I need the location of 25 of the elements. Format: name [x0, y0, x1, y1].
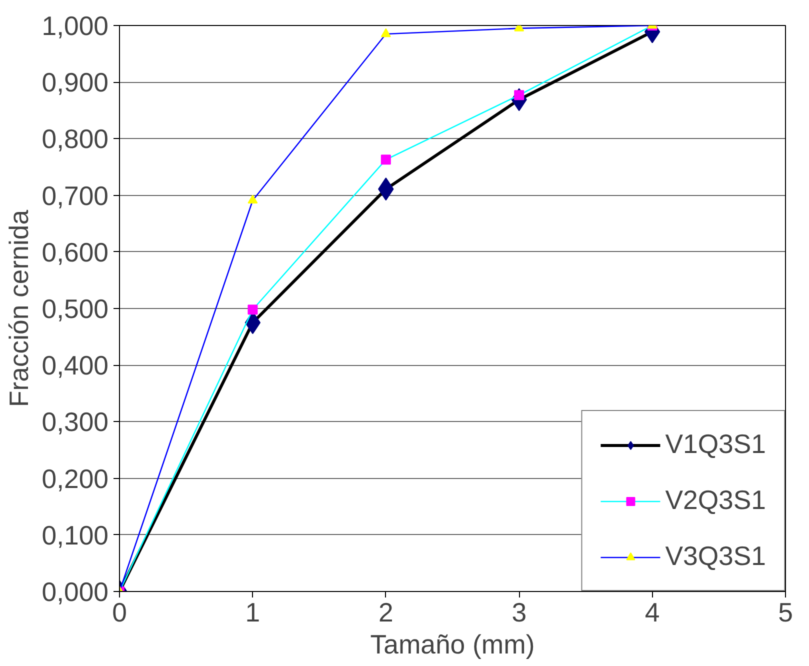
y-tick-label: 1,000 [42, 11, 109, 41]
y-tick-label: 0,700 [42, 180, 109, 211]
x-tick-label: 3 [512, 598, 527, 628]
y-tick-label: 0,100 [42, 520, 109, 550]
y-tick-label: 0,800 [42, 124, 109, 154]
point [248, 194, 258, 204]
y-tick-label: 0,300 [42, 407, 109, 438]
legend-label: V2Q3S1 [665, 485, 766, 516]
point [248, 304, 258, 315]
y-tick-label: 0,900 [42, 68, 109, 98]
legend-label: V3Q3S1 [665, 541, 766, 572]
x-tick-label: 1 [245, 598, 260, 628]
y-tick-label: 0,400 [42, 350, 109, 381]
x-tick-label: 0 [112, 598, 127, 628]
x-tick-label: 2 [378, 598, 394, 628]
x-tick-label: 5 [778, 598, 793, 628]
legend-label: V1Q3S1 [665, 429, 766, 460]
y-tick-label: 0,200 [42, 464, 109, 494]
y-axis-title: Fracción cernida [4, 210, 34, 408]
y-tick-label: 0,500 [42, 294, 109, 324]
y-tick-label: 0,000 [42, 577, 109, 607]
point [380, 154, 391, 165]
x-axis-title: Tamaño (mm) [370, 630, 535, 660]
x-tick-label: 4 [644, 598, 660, 628]
y-tick-label: 0,600 [42, 237, 109, 268]
